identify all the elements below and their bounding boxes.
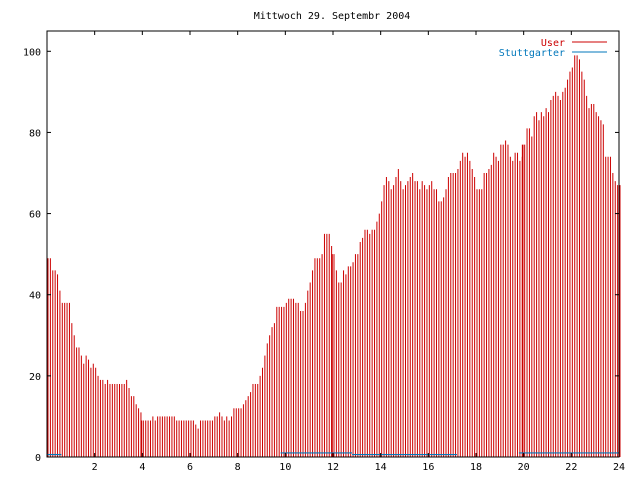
y-tick-label: 0 [35,453,41,464]
y-tick-label: 60 [29,210,41,221]
chart-title: Mittwoch 29. Septembr 2004 [254,11,411,22]
x-tick-label: 12 [327,462,339,473]
x-tick-label: 22 [565,462,577,473]
legend-label-user: User [541,38,565,49]
x-tick-label: 8 [235,462,241,473]
legend: User Stuttgarter [499,38,607,59]
legend-label-stuttgarter: Stuttgarter [499,48,565,59]
x-tick-label: 14 [375,462,387,473]
x-tick-label: 2 [92,462,98,473]
y-tick-label: 80 [29,128,41,139]
x-tick-label: 20 [518,462,530,473]
y-tick-label: 40 [29,291,41,302]
stuttgarter-series [47,452,619,456]
x-tick-label: 24 [613,462,625,473]
x-tick-label: 4 [139,462,145,473]
x-tick-label: 16 [422,462,434,473]
x-tick-label: 18 [470,462,482,473]
user-bars [47,55,621,457]
y-tick-label: 20 [29,372,41,383]
x-tick-label: 10 [279,462,291,473]
x-tick-label: 6 [187,462,193,473]
y-tick-label: 100 [23,47,41,58]
